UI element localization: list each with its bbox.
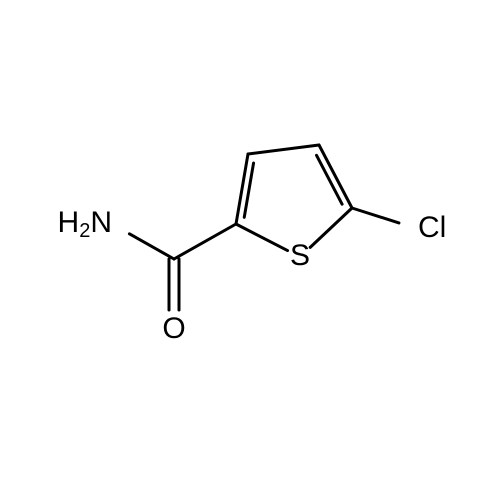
svg-text:Cl: Cl <box>418 211 446 244</box>
svg-text:O: O <box>162 312 185 345</box>
svg-text:H2N: H2N <box>58 206 112 242</box>
molecule-diagram: H2N O S Cl <box>0 0 500 500</box>
svg-text:S: S <box>290 239 310 272</box>
